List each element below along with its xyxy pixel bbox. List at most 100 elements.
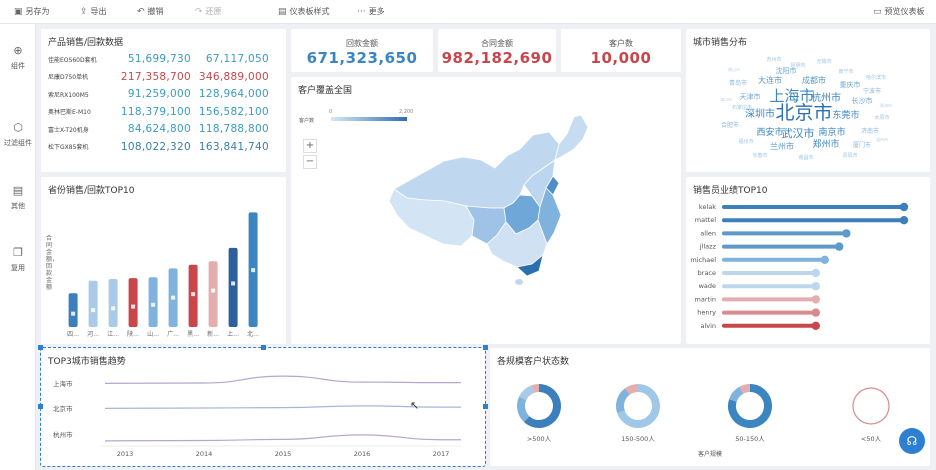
table-row[interactable]: 尼康D750单机 217,358,700 346,889,000 <box>48 69 280 85</box>
donut-slice[interactable] <box>519 385 535 401</box>
donut-slice[interactable] <box>729 386 744 403</box>
table-row[interactable]: 松下GX85套机 108,022,320 163,841,740 <box>48 139 280 155</box>
donut-slice[interactable] <box>523 384 561 428</box>
series-line[interactable] <box>104 375 461 384</box>
resize-handle[interactable] <box>261 345 266 350</box>
bar[interactable] <box>68 293 78 327</box>
wordcloud-word[interactable]: 青岛市 <box>729 79 747 87</box>
wordcloud-word[interactable]: 天津市 <box>740 92 761 101</box>
wordcloud-word[interactable]: 南宁市 <box>838 68 853 75</box>
table-row[interactable]: 奥林巴斯E-M10 118,379,100 156,582,100 <box>48 104 280 120</box>
preview-dashboard-button[interactable]: ▭ 预览仪表板 <box>873 6 925 17</box>
wordcloud-word[interactable]: 苏州市 <box>766 56 781 63</box>
wordcloud-word[interactable]: 深圳市 <box>745 107 775 120</box>
wordcloud-word[interactable]: 北京市 <box>775 102 832 124</box>
bar[interactable] <box>208 261 218 327</box>
region-south[interactable] <box>486 219 548 268</box>
bar[interactable] <box>88 280 98 327</box>
bar[interactable] <box>108 279 118 327</box>
sidebar-item-filter[interactable]: ⬡ 过滤组件 <box>4 121 32 147</box>
kpi-card-customers[interactable]: 客户数 10,000 <box>561 29 681 72</box>
salesperson-panel[interactable]: 销售员业绩TOP10 kelak mattel allen jllazz michael… <box>686 177 930 344</box>
wordcloud-word[interactable]: 合肥市 <box>721 121 739 129</box>
wordcloud-word[interactable]: 杭州市 <box>811 91 841 104</box>
sidebar-item-components[interactable]: ⊕ 组件 <box>11 44 25 70</box>
table-row[interactable]: 索尼RX100M5 91,259,000 128,964,000 <box>48 86 280 102</box>
sidebar-item-other[interactable]: ▤ 其他 <box>11 184 25 210</box>
wordcloud-word[interactable]: 武汉市 <box>782 126 815 140</box>
wordcloud-word[interactable]: 海口市 <box>720 96 732 102</box>
export-button[interactable]: ⇪ 导出 <box>80 6 107 17</box>
donut-slice[interactable] <box>739 384 751 394</box>
resize-handle[interactable] <box>483 345 488 350</box>
resize-handle[interactable] <box>38 404 43 409</box>
bar[interactable] <box>228 247 238 327</box>
zoom-out-button[interactable]: − <box>303 155 317 169</box>
bar[interactable] <box>128 278 138 327</box>
wordcloud-word[interactable]: 济南市 <box>861 127 879 135</box>
wordcloud-word[interactable]: 贵阳市 <box>842 152 857 159</box>
wordcloud-word[interactable]: 大连市 <box>758 75 782 85</box>
bar[interactable] <box>148 277 158 327</box>
series-line[interactable] <box>104 405 461 409</box>
donut-slice[interactable] <box>530 384 540 394</box>
donut-slice[interactable] <box>617 384 660 428</box>
save-as-button[interactable]: ▣ 另存为 <box>14 6 50 17</box>
wordcloud-word[interactable]: 上海市 <box>769 87 814 105</box>
region-north-east[interactable] <box>554 114 589 161</box>
wordcloud-word[interactable]: 重庆市 <box>840 80 861 89</box>
table-row[interactable]: 富士X-T20机身 84,624,800 118,788,800 <box>48 121 280 137</box>
wordcloud-word[interactable]: 石家庄市 <box>732 104 752 111</box>
region-hainan[interactable] <box>515 279 523 285</box>
wordcloud-word[interactable]: 厦门市 <box>853 141 871 149</box>
region-guangdong[interactable] <box>516 253 544 277</box>
wordcloud-word[interactable]: 郑州市 <box>812 138 839 150</box>
series-line[interactable] <box>104 434 461 442</box>
undo-button[interactable]: ↶ 撤销 <box>137 6 164 17</box>
donut-slice[interactable] <box>517 396 530 423</box>
city-trend-panel[interactable]: TOP3城市销售趋势 上海市 北京市 杭州市 2013 2014 2015 2016 2017… <box>38 345 488 467</box>
donut-slice[interactable] <box>852 387 890 425</box>
wordcloud-word[interactable]: 南昌市 <box>798 154 813 161</box>
table-row[interactable]: 佳能EOS60D套机 51,699,730 67,117,050 <box>48 51 280 67</box>
province-bar-panel[interactable]: 省份销售/回款TOP10 合同金额，回款金额 四… 河… 江… 陕… 山… 广… 黑… 新… 上… <box>41 177 286 344</box>
wordcloud-word[interactable]: 哈尔滨市 <box>866 74 886 81</box>
wordcloud-word[interactable]: 昆明市 <box>790 62 805 69</box>
sidebar-item-reuse[interactable]: ❐ 复用 <box>11 246 25 272</box>
wordcloud-word[interactable]: 长春市 <box>752 152 767 159</box>
wordcloud-word[interactable]: 南京市 <box>818 126 845 138</box>
wordcloud-word[interactable]: 成都市 <box>802 75 826 85</box>
city-wordcloud-panel[interactable]: 城市销售分布 北京市 上海市 武汉市 杭州市 深圳市 西安市 南京市 东莞市 郑州市 大连市 成都市… <box>686 29 930 172</box>
wordcloud-word[interactable]: 福州市 <box>738 138 753 145</box>
wordcloud-word[interactable]: 长沙市 <box>852 96 873 105</box>
donut-slice[interactable] <box>616 388 631 413</box>
kpi-card-contract[interactable]: 合同金额 982,182,690 <box>438 29 556 72</box>
wordcloud-word[interactable]: 无锡市 <box>816 58 831 65</box>
zoom-in-button[interactable]: + <box>303 139 317 153</box>
product-sales-panel[interactable]: 产品销售/回款数据 佳能EOS60D套机 51,699,730 67,117,050… <box>41 29 286 172</box>
wordcloud-word[interactable]: 佛山市 <box>728 66 740 72</box>
bar-end-dot <box>820 255 829 264</box>
help-chat-button[interactable]: ☊ <box>899 428 925 454</box>
customer-scale-panel[interactable]: 各规模客户状态数 >500人 150-500人 50-150人 <50人 客户规模 <box>490 348 930 466</box>
dashboard-style-button[interactable]: ▤ 仪表板样式 <box>278 6 330 17</box>
kpi-card-collection[interactable]: 回款金额 671,323,650 <box>291 29 433 72</box>
china-map-panel[interactable]: 客户覆盖全国 0 2,200 客户数 + − <box>291 77 681 344</box>
collection-marker <box>231 281 236 286</box>
wordcloud-word[interactable]: 沈阳市 <box>776 66 797 75</box>
resize-handle[interactable] <box>483 404 488 409</box>
wordcloud-word[interactable]: 太原市 <box>874 114 889 121</box>
wordcloud-word[interactable]: 东莞市 <box>832 109 859 121</box>
wordcloud-word[interactable]: 温州市 <box>876 136 888 142</box>
donut-slice[interactable] <box>728 384 772 428</box>
more-button[interactable]: ··· 更多 <box>357 6 385 17</box>
wordcloud-word[interactable]: 兰州市 <box>770 141 794 151</box>
wordcloud-word[interactable]: 宁波市 <box>863 87 881 95</box>
resize-handle[interactable] <box>38 345 43 350</box>
donut-slice[interactable] <box>625 384 639 395</box>
wordcloud-word[interactable]: 珠海市 <box>880 102 892 108</box>
collection-marker <box>151 302 156 307</box>
region-tibet[interactable] <box>388 188 475 247</box>
wordcloud-word[interactable]: 西安市 <box>756 126 783 138</box>
redo-button[interactable]: ↷ 还原 <box>195 6 222 17</box>
